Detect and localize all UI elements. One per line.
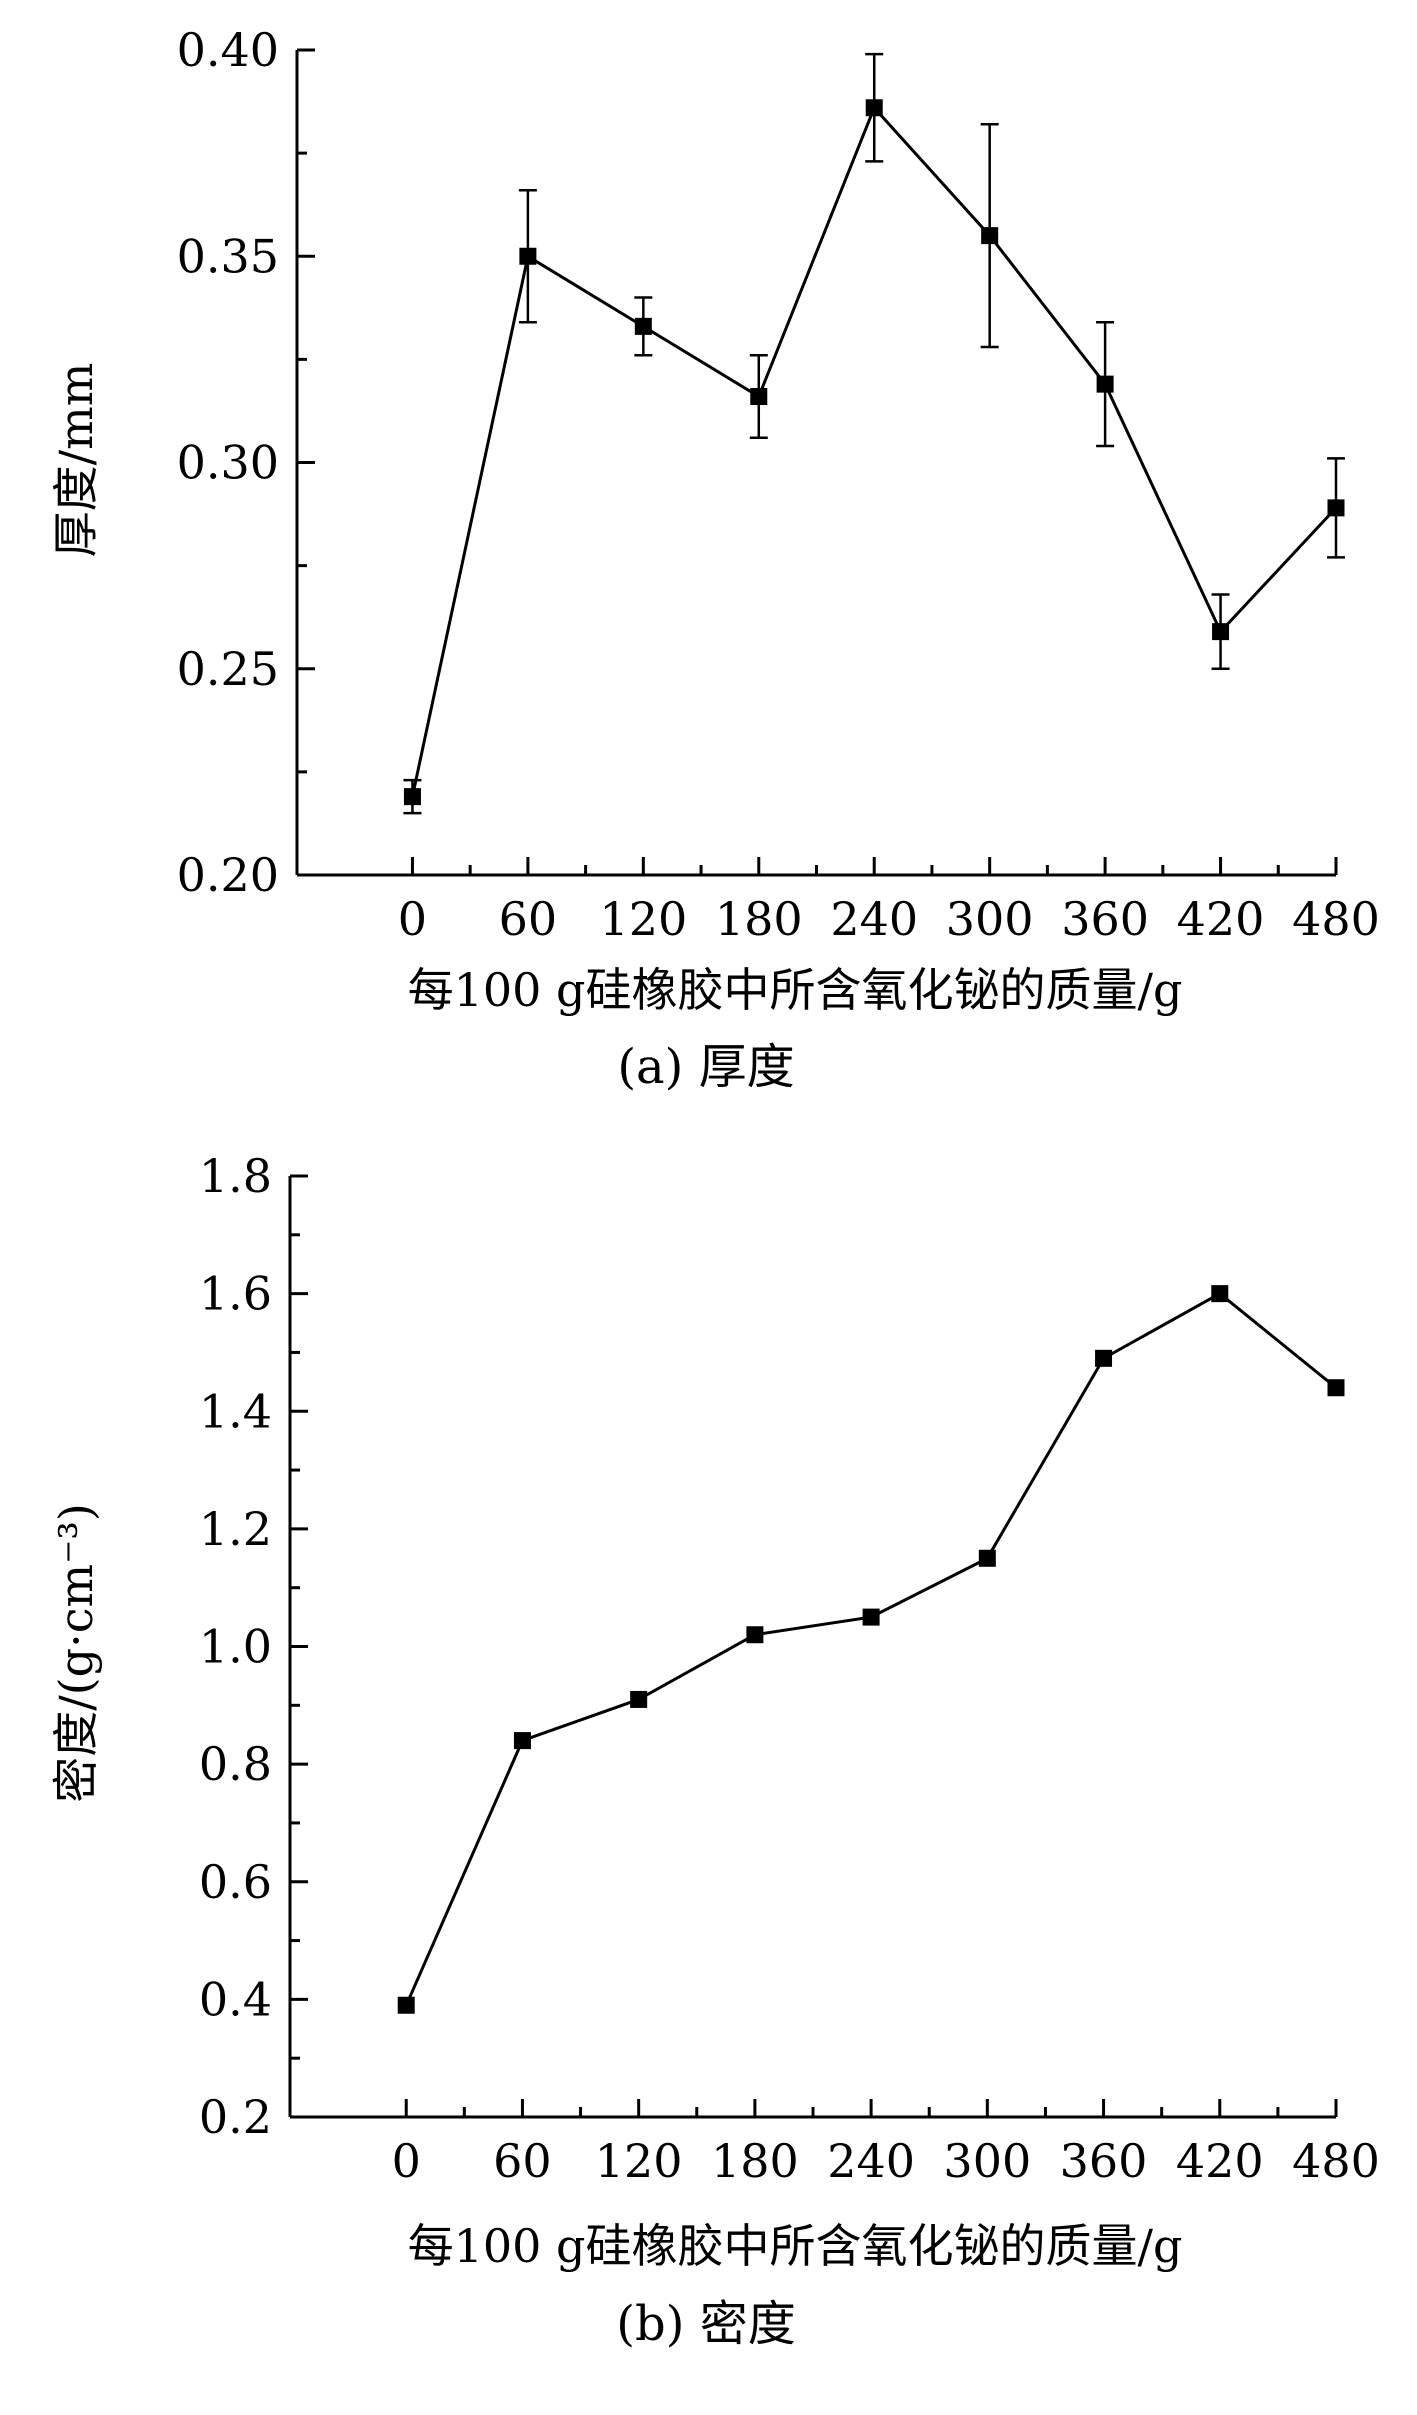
panel-a-x-axis-label: 每100 g硅橡胶中所含氧化铋的质量/g xyxy=(408,963,1183,1017)
panel-b-y-tick-label: 0.2 xyxy=(199,2090,272,2144)
panel-b-x-tick-label: 0 xyxy=(392,2134,421,2188)
panel-a-data-point xyxy=(981,227,999,245)
panel-a-plot-area: 0.20 0.25 0.30 0.35 0.40 0 60 120 180 240 300 360 42… xyxy=(177,23,1380,946)
panel-a-data-point xyxy=(519,247,537,265)
panel-a-x-tick-label: 120 xyxy=(599,892,687,946)
panel-b-data-point xyxy=(1211,1285,1229,1303)
panel-a-x-tick-label: 180 xyxy=(715,892,803,946)
panel-b-data-point xyxy=(513,1732,531,1750)
panel-b-y-tick-label: 1.8 xyxy=(199,1149,272,1203)
panel-a-y-tick-label: 0.40 xyxy=(177,23,279,77)
panel-a-data-point xyxy=(865,99,883,117)
panel-b-data-point xyxy=(862,1608,880,1626)
panel-b-data-point xyxy=(1327,1379,1345,1397)
panel-b-x-tick-label: 180 xyxy=(711,2134,799,2188)
panel-a-data-point xyxy=(750,388,768,405)
panel-a-x-tick-label: 360 xyxy=(1061,892,1149,946)
panel-b-x-tick-label: 480 xyxy=(1292,2134,1380,2188)
panel-a-y-tick-label: 0.30 xyxy=(177,436,279,490)
panel-a-data-point xyxy=(634,317,652,335)
panel-b-y-tick-label: 0.6 xyxy=(199,1855,272,1909)
panel-b-plot-area: 0.2 0.4 0.6 0.8 1.0 1.2 1.4 1.6 1.8 0 60 120 180 240 3… xyxy=(199,1149,1380,2188)
panel-a-x-tick-label: 420 xyxy=(1177,892,1265,946)
panel-a-thickness-chart: 0.20 0.25 0.30 0.35 0.40 0 60 120 180 240 300 360 42… xyxy=(49,23,1380,1095)
panel-b-x-axis-label: 每100 g硅橡胶中所含氧化铋的质量/g xyxy=(408,2219,1183,2273)
panel-b-y-axis-label: 密度/(g·cm⁻³) xyxy=(49,1503,103,1803)
panel-a-caption: (a) 厚度 xyxy=(617,1039,794,1095)
panel-b-data-point xyxy=(1095,1349,1113,1367)
panel-a-x-tick-label: 0 xyxy=(398,892,427,946)
panel-a-x-tick-label: 60 xyxy=(499,892,558,946)
panel-b-data-point xyxy=(397,1996,415,2014)
panel-a-x-tick-label: 480 xyxy=(1292,892,1380,946)
panel-b-series-line xyxy=(404,1291,1337,2006)
panel-b-x-tick-label: 60 xyxy=(493,2134,552,2188)
panel-b-x-tick-label: 120 xyxy=(595,2134,683,2188)
panel-a-data-point xyxy=(1327,499,1345,517)
panel-b-y-tick-label: 1.0 xyxy=(199,1620,272,1674)
panel-b-x-tick-label: 420 xyxy=(1176,2134,1264,2188)
panel-b-y-tick-label: 1.2 xyxy=(199,1502,272,1556)
panel-a-data-point xyxy=(1096,375,1114,393)
panel-b-x-tick-label: 240 xyxy=(827,2134,915,2188)
panel-b-x-tick-label: 300 xyxy=(943,2134,1031,2188)
panel-b-data-point xyxy=(630,1690,648,1708)
panel-b-data-point xyxy=(978,1549,996,1567)
panel-a-x-tick-label: 240 xyxy=(830,892,918,946)
panel-b-caption: (b) 密度 xyxy=(616,2296,795,2352)
panel-b-y-tick-label: 0.4 xyxy=(199,1972,272,2026)
panel-b-x-tick-label: 360 xyxy=(1060,2134,1148,2188)
panel-a-y-tick-label: 0.20 xyxy=(177,848,279,902)
panel-b-data-point xyxy=(746,1626,764,1644)
panel-b-density-chart: 0.2 0.4 0.6 0.8 1.0 1.2 1.4 1.6 1.8 0 60 120 180 240 3… xyxy=(49,1149,1380,2352)
panel-a-y-tick-label: 0.25 xyxy=(177,642,279,696)
panel-b-y-tick-label: 1.4 xyxy=(199,1384,272,1438)
panel-a-y-axis-label: 厚度/mm xyxy=(49,363,103,558)
panel-a-data-point xyxy=(1212,623,1230,641)
panel-a-x-tick-label: 300 xyxy=(946,892,1034,946)
panel-b-y-tick-label: 0.8 xyxy=(199,1737,272,1791)
panel-b-y-tick-label: 1.6 xyxy=(199,1267,272,1321)
panel-a-data-point xyxy=(403,788,421,806)
panel-a-y-tick-label: 0.35 xyxy=(177,229,279,283)
panel-a-series-line xyxy=(410,105,1338,797)
